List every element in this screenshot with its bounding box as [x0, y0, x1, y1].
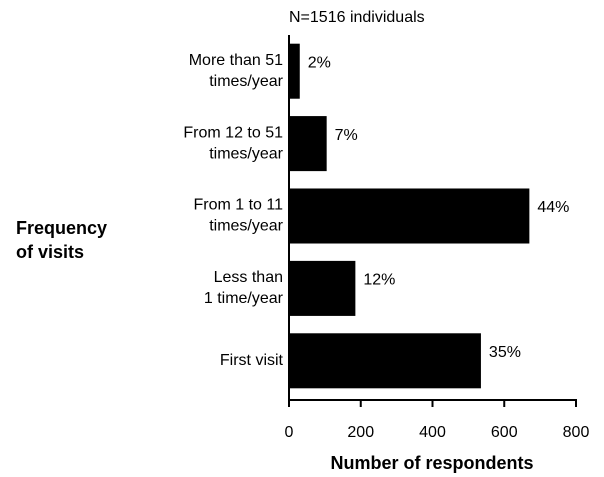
y-axis-label: Frequency: [16, 218, 107, 238]
y-tick-label: From 1 to 11: [193, 197, 283, 214]
y-tick-label: times/year: [209, 73, 283, 90]
y-tick-label: times/year: [209, 218, 283, 235]
bar: [289, 333, 481, 389]
bar: [289, 43, 300, 99]
x-tick-label: 0: [285, 424, 294, 441]
x-tick-label: 800: [563, 424, 590, 441]
value-label: 2%: [308, 54, 331, 71]
value-label: 12%: [363, 272, 395, 289]
chart-title: N=1516 individuals: [289, 9, 425, 26]
y-tick-label: More than 51: [189, 52, 283, 69]
bar: [289, 188, 530, 244]
y-axis-label: of visits: [16, 242, 84, 262]
bar: [289, 116, 327, 172]
y-tick-label: First visit: [220, 352, 284, 369]
x-tick-label: 200: [347, 424, 374, 441]
bar: [289, 260, 356, 316]
value-label: 7%: [335, 127, 358, 144]
y-tick-label: From 12 to 51: [183, 124, 283, 141]
value-label: 44%: [537, 199, 569, 216]
y-tick-label: Less than: [214, 269, 283, 286]
x-tick-label: 600: [491, 424, 518, 441]
x-tick-label: 400: [419, 424, 446, 441]
y-tick-label: times/year: [209, 145, 283, 162]
y-tick-label: 1 time/year: [204, 290, 284, 307]
x-axis-label: Number of respondents: [330, 453, 533, 473]
value-label: 35%: [489, 344, 521, 361]
